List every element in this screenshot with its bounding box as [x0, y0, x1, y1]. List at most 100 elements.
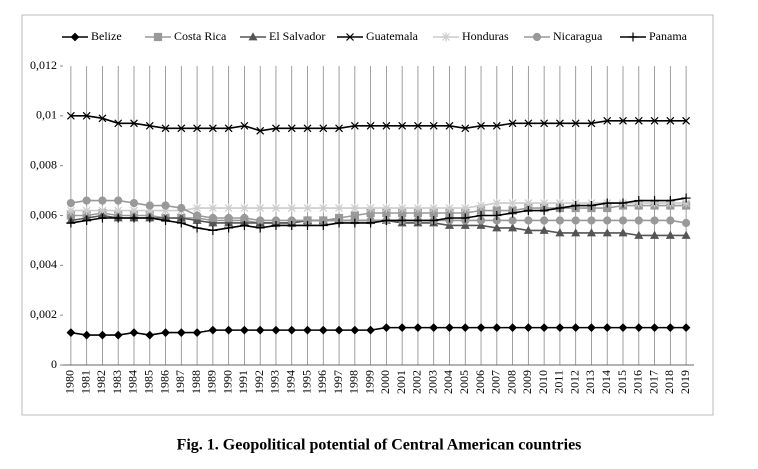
marker [444, 220, 455, 229]
marker [397, 323, 407, 332]
marker [681, 198, 691, 208]
marker [587, 216, 596, 225]
marker [82, 111, 91, 120]
marker [382, 121, 391, 130]
marker [129, 198, 139, 208]
marker [82, 330, 92, 340]
marker [192, 328, 202, 337]
marker [602, 323, 612, 332]
marker [66, 218, 76, 228]
y-tick-label: 0 [51, 357, 57, 371]
marker [255, 203, 265, 213]
y-tick-label: 0,008 [30, 157, 57, 171]
caption: Fig. 1. Geopolitical potential of Centra… [177, 437, 582, 454]
x-tick-label: 1982 [94, 370, 108, 394]
marker [492, 211, 502, 220]
marker [255, 223, 265, 233]
marker [272, 124, 280, 133]
marker [429, 215, 439, 225]
chart-border [21, 14, 714, 416]
y-tick-label: 0,006 [30, 207, 57, 221]
marker [492, 223, 502, 232]
marker [413, 215, 423, 225]
marker [366, 325, 375, 335]
marker [540, 119, 549, 128]
marker [603, 216, 612, 225]
marker [366, 121, 375, 130]
marker [287, 216, 296, 225]
x-tick-label: 2012 [567, 370, 581, 394]
marker [113, 206, 123, 216]
x-tick-label: 2010 [536, 370, 550, 394]
legend-marker [248, 32, 258, 41]
x-tick-label: 2019 [678, 370, 692, 394]
marker [619, 116, 627, 125]
marker [539, 323, 549, 332]
marker [539, 206, 549, 216]
legend-label: Costa Rica [174, 29, 227, 43]
marker [555, 198, 565, 208]
marker [350, 121, 359, 130]
y-tick-label: 0,002 [30, 307, 57, 321]
marker [555, 323, 565, 332]
marker [145, 201, 154, 210]
x-tick-label: 1988 [189, 370, 203, 394]
marker [492, 121, 501, 130]
marker [208, 225, 218, 235]
marker [287, 325, 297, 335]
marker [634, 230, 644, 239]
marker [66, 198, 75, 208]
marker [539, 198, 549, 208]
marker [429, 121, 438, 130]
marker [113, 330, 123, 340]
marker [161, 215, 171, 225]
marker [650, 230, 660, 239]
marker [334, 325, 344, 335]
marker [476, 323, 486, 332]
marker [366, 203, 376, 213]
marker [524, 119, 533, 128]
marker [145, 121, 154, 130]
marker [666, 216, 675, 225]
x-tick-label: 1998 [347, 370, 361, 394]
marker [303, 325, 312, 335]
marker [303, 203, 313, 213]
marker [176, 328, 186, 337]
x-tick-label: 1983 [110, 370, 124, 394]
marker [350, 218, 360, 228]
marker [666, 116, 675, 125]
marker [66, 111, 75, 120]
x-tick-label: 2013 [583, 370, 597, 394]
marker [271, 220, 281, 230]
marker [508, 208, 518, 218]
x-tick-label: 1984 [126, 370, 140, 394]
marker [571, 228, 581, 237]
marker [240, 325, 249, 335]
marker [271, 325, 281, 335]
marker [650, 216, 659, 225]
marker [397, 203, 407, 213]
x-tick-label: 1993 [268, 370, 282, 394]
marker [287, 124, 296, 133]
marker [571, 216, 580, 225]
marker [524, 323, 533, 332]
marker [113, 213, 123, 223]
marker [492, 323, 502, 332]
marker [256, 216, 265, 225]
marker [571, 119, 580, 128]
marker [413, 203, 423, 213]
marker [224, 223, 234, 233]
series-line [70, 202, 687, 212]
x-tick-label: 2016 [631, 370, 645, 394]
marker [318, 203, 328, 213]
marker [240, 213, 249, 223]
marker [634, 216, 643, 225]
marker [303, 220, 313, 230]
marker [114, 119, 123, 128]
marker [618, 216, 628, 225]
marker [161, 124, 170, 133]
x-tick-label: 1986 [157, 370, 171, 394]
legend-marker [70, 32, 80, 42]
marker [476, 201, 486, 211]
marker [82, 206, 92, 216]
